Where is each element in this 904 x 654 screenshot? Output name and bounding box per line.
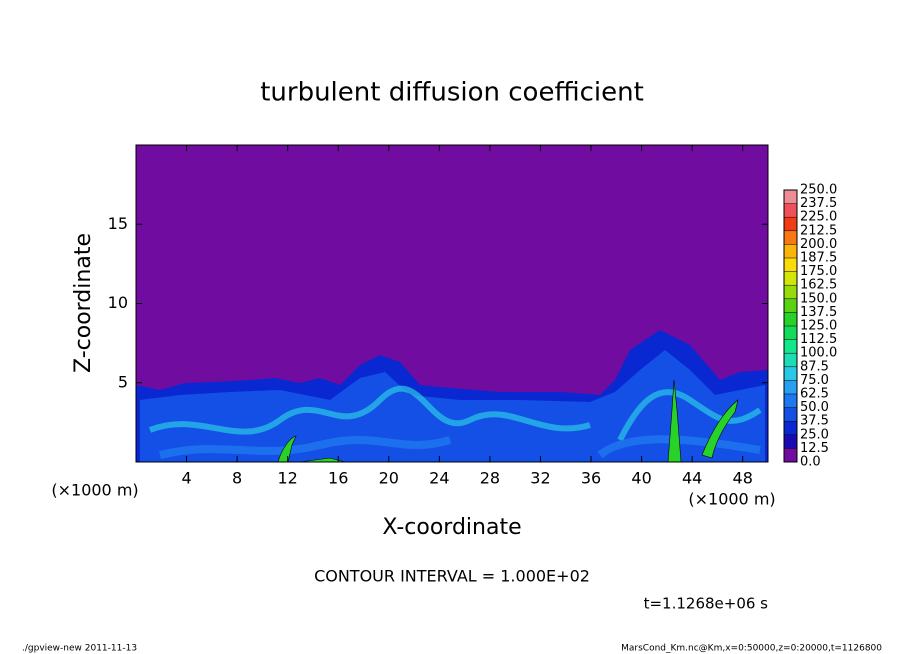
x-tick-label: 48 xyxy=(733,469,753,488)
chart-title: turbulent diffusion coefficient xyxy=(260,78,644,108)
footer-right: MarsCond_Km.nc@Km,x=0:50000,z=0:20000,t=… xyxy=(621,644,882,654)
x-tick-label: 36 xyxy=(581,469,601,488)
colorbar-cell xyxy=(784,407,797,422)
colorbar-label: 112.5 xyxy=(800,332,837,347)
x-axis-label: X-coordinate xyxy=(382,515,521,540)
colorbar-label: 225.0 xyxy=(800,210,837,225)
colorbar-cell xyxy=(784,258,797,272)
colorbar-label: 175.0 xyxy=(800,264,837,279)
x-tick-label: 4 xyxy=(181,469,191,488)
x-tick-label: 44 xyxy=(682,469,702,488)
colorbar-cell xyxy=(784,380,797,394)
colorbar-cell xyxy=(784,190,797,204)
time-label: t=1.1268e+06 s xyxy=(644,595,769,613)
contour-interval: CONTOUR INTERVAL = 1.000E+02 xyxy=(314,567,590,586)
colorbar-label: 150.0 xyxy=(800,291,837,306)
x-tick-label: 24 xyxy=(429,469,449,488)
colorbar-label: 212.5 xyxy=(800,223,837,238)
colorbar-label: 137.5 xyxy=(800,305,837,320)
colorbar-cell xyxy=(784,230,797,245)
colorbar-cell xyxy=(784,394,797,408)
x-tick-label: 32 xyxy=(530,469,550,488)
colorbar-label: 0.0 xyxy=(800,455,821,470)
x-tick-label: 8 xyxy=(232,469,242,488)
boundary-layer-inner xyxy=(140,350,765,462)
y-tick-label: 10 xyxy=(108,293,128,312)
colorbar-label: 87.5 xyxy=(800,359,829,374)
colorbar-cell xyxy=(784,353,797,367)
footer-left: ./gpview-new 2011-11-13 xyxy=(22,644,137,654)
colorbar-label: 237.5 xyxy=(800,196,837,211)
x-tick-label: 12 xyxy=(278,469,298,488)
field xyxy=(136,145,768,463)
colorbar-label: 162.5 xyxy=(800,278,837,293)
colorbar-label: 50.0 xyxy=(800,400,829,415)
x-tick-label: 28 xyxy=(480,469,500,488)
streak xyxy=(148,385,762,442)
colorbar-label: 37.5 xyxy=(800,414,829,429)
y-tick-label: 15 xyxy=(108,214,128,233)
colorbar-label: 25.0 xyxy=(800,427,829,442)
colorbar-cell xyxy=(784,312,797,326)
colorbar-label: 200.0 xyxy=(800,237,837,252)
colorbar-cell xyxy=(784,339,797,354)
colorbar-cell xyxy=(784,203,797,218)
x-tick-label: 40 xyxy=(631,469,651,488)
colorbar-cell xyxy=(784,244,797,258)
colorbar-cell xyxy=(784,285,797,299)
colorbar-label: 125.0 xyxy=(800,319,837,334)
x-tick-label: 16 xyxy=(328,469,348,488)
colorbar-cell xyxy=(784,434,797,449)
x-unit: (×1000 m) xyxy=(688,490,775,509)
colorbar-cell xyxy=(784,298,797,313)
colorbar-cell xyxy=(784,366,797,381)
colorbar-label: 100.0 xyxy=(800,346,837,361)
colorbar-cell xyxy=(784,448,797,462)
colorbar-label: 75.0 xyxy=(800,373,829,388)
colorbar-cell xyxy=(784,421,797,435)
x-unit: (×1000 m) xyxy=(51,481,138,500)
y-axis-label: Z-coordinate xyxy=(71,233,96,373)
colorbar-label: 62.5 xyxy=(800,387,829,402)
streak xyxy=(159,435,761,459)
y-tick-label: 5 xyxy=(118,372,128,391)
colorbar-cell xyxy=(784,326,797,340)
colorbar-label: 12.5 xyxy=(800,441,829,456)
colorbar-label: 250.0 xyxy=(800,183,837,198)
colorbar-label: 187.5 xyxy=(800,251,837,266)
colorbar-cell xyxy=(784,217,797,231)
x-tick-label: 20 xyxy=(379,469,399,488)
colorbar-cell xyxy=(784,271,797,286)
